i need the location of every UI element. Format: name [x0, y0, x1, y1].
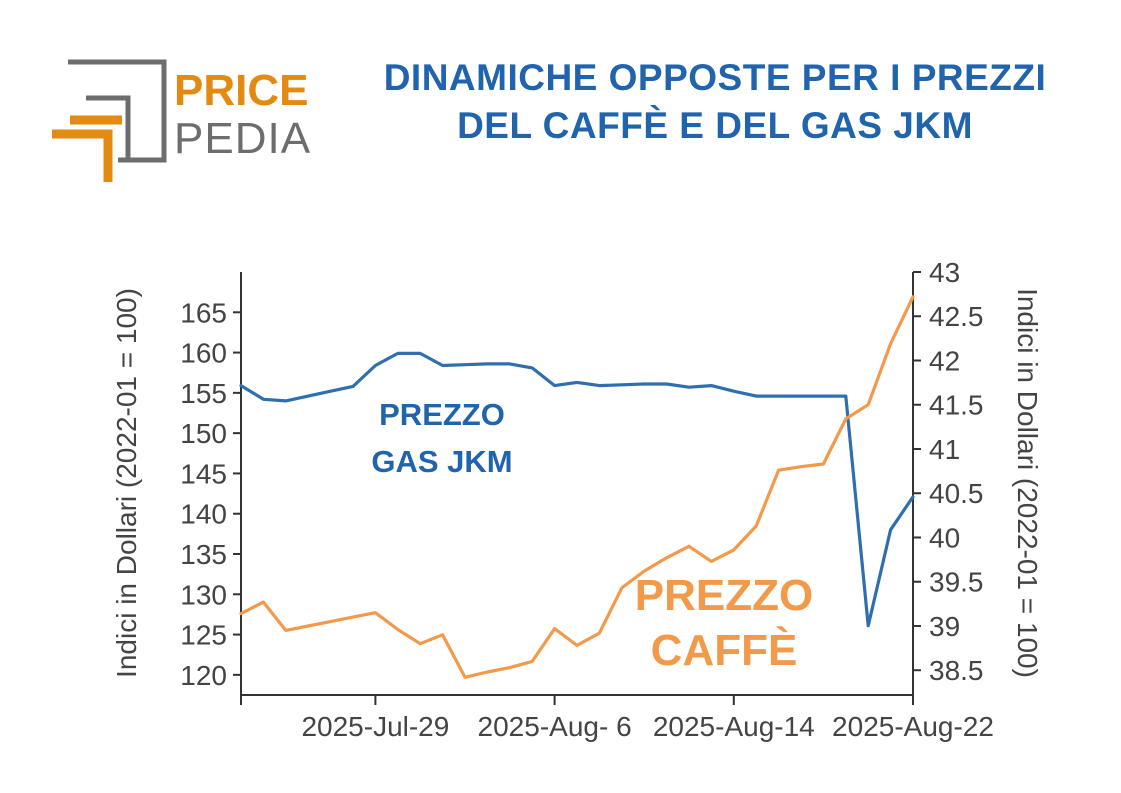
right-tick-label: 42 — [929, 345, 960, 376]
left-tick-label: 135 — [180, 539, 227, 570]
gas-series-line — [239, 351, 915, 628]
left-tick-label: 145 — [180, 458, 227, 489]
logo-text-price: PRICE — [174, 66, 308, 115]
left-tick-label: 125 — [180, 620, 227, 651]
chart-title: DINAMICHE OPPOSTE PER I PREZZI DEL CAFFÈ… — [330, 54, 1100, 150]
right-tick-label: 41.5 — [929, 390, 984, 421]
logo-text-pedia: PEDIA — [174, 114, 311, 163]
pricepedia-logo: PRICE PEDIA — [52, 59, 311, 182]
right-tick-label: 38.5 — [929, 655, 984, 686]
right-tick-label: 43 — [929, 257, 960, 288]
x-tick-label: 2025-Aug- 6 — [478, 711, 632, 742]
axes: 120 125 130 135 140 145 150 155 160 165 38.5 39 39.5… — [111, 257, 1043, 742]
right-tick-label: 40 — [929, 522, 960, 553]
series-lines — [239, 295, 915, 679]
title-line-2: DEL CAFFÈ E DEL GAS JKM — [457, 105, 973, 146]
title-line-1: DINAMICHE OPPOSTE PER I PREZZI — [383, 57, 1047, 98]
right-tick-label: 41 — [929, 434, 960, 465]
coffee-label-line-1: PREZZO — [635, 571, 813, 620]
left-tick-label: 165 — [180, 297, 227, 328]
series-annotations: PREZZO GAS JKM PREZZO CAFFÈ — [371, 397, 813, 675]
left-tick-label: 160 — [180, 338, 227, 369]
right-tick-label: 42.5 — [929, 301, 984, 332]
coffee-label-line-2: CAFFÈ — [651, 625, 798, 675]
left-tick-label: 150 — [180, 418, 227, 449]
right-tick-label: 40.5 — [929, 478, 984, 509]
left-tick-label: 140 — [180, 499, 227, 530]
left-tick-label: 120 — [180, 660, 227, 691]
right-axis-title: Indici in Dollari (2022-01 = 100) — [1012, 288, 1043, 678]
right-tick-label: 39.5 — [929, 567, 984, 598]
x-tick-label: 2025-Jul-29 — [301, 711, 449, 742]
left-tick-label: 155 — [180, 378, 227, 409]
x-tick-label: 2025-Aug-14 — [653, 711, 815, 742]
right-tick-label: 39 — [929, 611, 960, 642]
gas-label-line-2: GAS JKM — [371, 444, 512, 479]
coffee-series-line — [239, 295, 915, 679]
left-axis-title: Indici in Dollari (2022-01 = 100) — [111, 288, 142, 678]
logo-mark — [52, 59, 167, 182]
left-tick-label: 130 — [180, 579, 227, 610]
x-tick-label: 2025-Aug-22 — [832, 711, 994, 742]
gas-label-line-1: PREZZO — [379, 397, 505, 432]
